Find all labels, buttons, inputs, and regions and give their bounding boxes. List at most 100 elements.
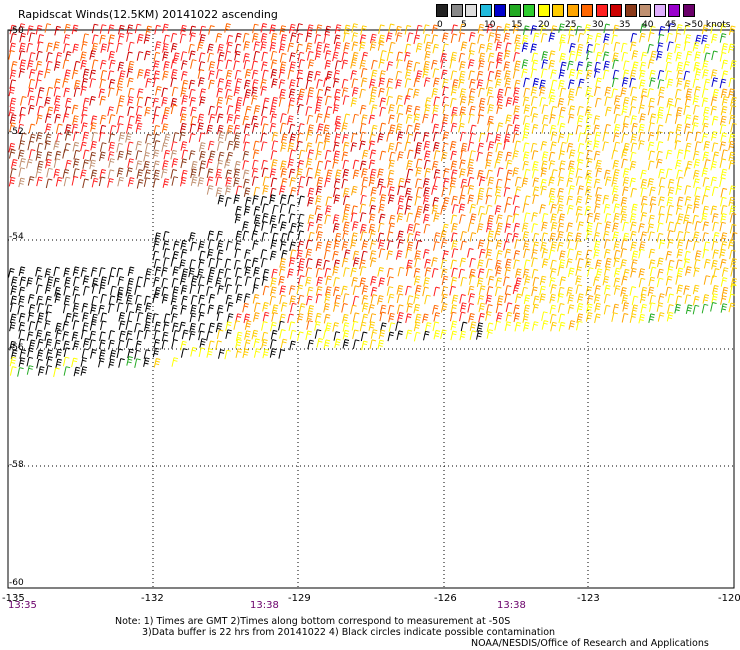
wind-barb	[478, 87, 485, 98]
wind-barb	[359, 140, 366, 151]
wind-barb	[270, 286, 277, 297]
wind-barb	[18, 357, 26, 367]
wind-barb	[71, 69, 79, 80]
wind-barb	[144, 329, 151, 340]
wind-barb	[154, 266, 162, 277]
wind-barb	[260, 41, 267, 51]
wind-barb	[622, 302, 629, 312]
wind-barb	[685, 304, 693, 315]
wind-barb	[305, 267, 313, 277]
wind-barb	[82, 338, 90, 348]
wind-barb	[424, 168, 431, 178]
wind-barb	[611, 77, 619, 88]
wind-barb	[118, 95, 125, 105]
wind-barb	[594, 86, 601, 97]
wind-barb	[91, 34, 99, 45]
wind-barb	[540, 241, 547, 252]
wind-barb	[198, 250, 206, 261]
time-label-2: 13:38	[250, 600, 279, 611]
wind-barb	[180, 141, 188, 151]
wind-barb	[127, 266, 135, 277]
wind-barb	[665, 113, 672, 124]
wind-barb	[126, 141, 134, 152]
wind-barb	[334, 338, 341, 349]
wind-barb	[342, 141, 350, 152]
wind-barb	[658, 239, 666, 250]
wind-barb	[323, 113, 331, 123]
wind-barb	[17, 123, 25, 134]
wind-barb	[180, 24, 187, 35]
wind-barb	[296, 77, 304, 88]
wind-barb	[657, 268, 664, 279]
wind-barb	[657, 95, 664, 106]
wind-barb	[217, 124, 224, 135]
wind-barb	[36, 41, 44, 52]
wind-barb	[702, 60, 709, 70]
wind-barb	[153, 358, 161, 368]
wind-barb	[512, 167, 519, 177]
wind-barb	[361, 250, 368, 261]
wind-barb	[504, 266, 512, 277]
wind-barb	[460, 178, 468, 189]
wind-barb	[395, 141, 402, 152]
wind-barb	[35, 25, 43, 35]
wind-barb	[280, 34, 287, 44]
wind-barb	[514, 34, 521, 45]
wind-barb	[694, 141, 702, 151]
wind-barb	[405, 248, 412, 259]
wind-barb	[116, 104, 123, 115]
wind-barb	[612, 194, 619, 204]
wind-barb	[225, 329, 232, 339]
wind-barb	[567, 294, 575, 304]
wind-barb	[298, 275, 305, 285]
wind-barb	[431, 185, 438, 195]
wind-barb	[63, 285, 71, 296]
legend-label-5: 5	[461, 20, 467, 30]
wind-barb	[513, 222, 521, 233]
wind-barb	[576, 313, 584, 324]
wind-barb	[638, 241, 646, 251]
wind-barb	[315, 286, 323, 296]
wind-barb	[540, 185, 548, 196]
wind-barb	[720, 232, 728, 242]
wind-barb	[414, 149, 421, 159]
wind-barb	[540, 167, 548, 178]
wind-barb	[62, 78, 69, 88]
wind-barb	[262, 285, 270, 296]
wind-barb	[370, 104, 378, 114]
wind-barb	[298, 149, 306, 160]
wind-barb	[548, 160, 556, 170]
wind-barb	[45, 311, 52, 321]
wind-barb	[469, 78, 476, 89]
wind-barb	[54, 113, 61, 124]
wind-barb	[649, 294, 656, 305]
wind-barb	[406, 60, 413, 70]
wind-barb	[119, 330, 126, 341]
wind-barb	[395, 250, 403, 260]
wind-barb	[45, 349, 53, 360]
wind-barb	[332, 223, 340, 233]
wind-barb	[594, 285, 601, 295]
wind-barb	[476, 70, 484, 81]
lon-label-126: -126	[434, 593, 457, 604]
wind-barb	[469, 132, 476, 143]
wind-barb	[388, 23, 395, 34]
wind-barb	[171, 176, 179, 186]
wind-barb	[324, 267, 332, 278]
wind-barb	[656, 42, 664, 52]
wind-barb	[431, 257, 438, 267]
wind-barb	[208, 79, 215, 90]
wind-barb	[63, 366, 71, 376]
wind-barb	[44, 331, 52, 342]
wind-barb	[262, 302, 269, 312]
wind-barb	[521, 286, 528, 297]
wind-barb	[604, 266, 611, 276]
wind-barb	[36, 295, 43, 306]
wind-barb	[127, 348, 134, 359]
wind-barb	[45, 151, 53, 162]
wind-barb	[728, 77, 736, 88]
wind-barb	[314, 70, 321, 81]
wind-barb	[702, 151, 710, 162]
wind-barb	[567, 96, 575, 106]
wind-barb	[179, 275, 187, 285]
